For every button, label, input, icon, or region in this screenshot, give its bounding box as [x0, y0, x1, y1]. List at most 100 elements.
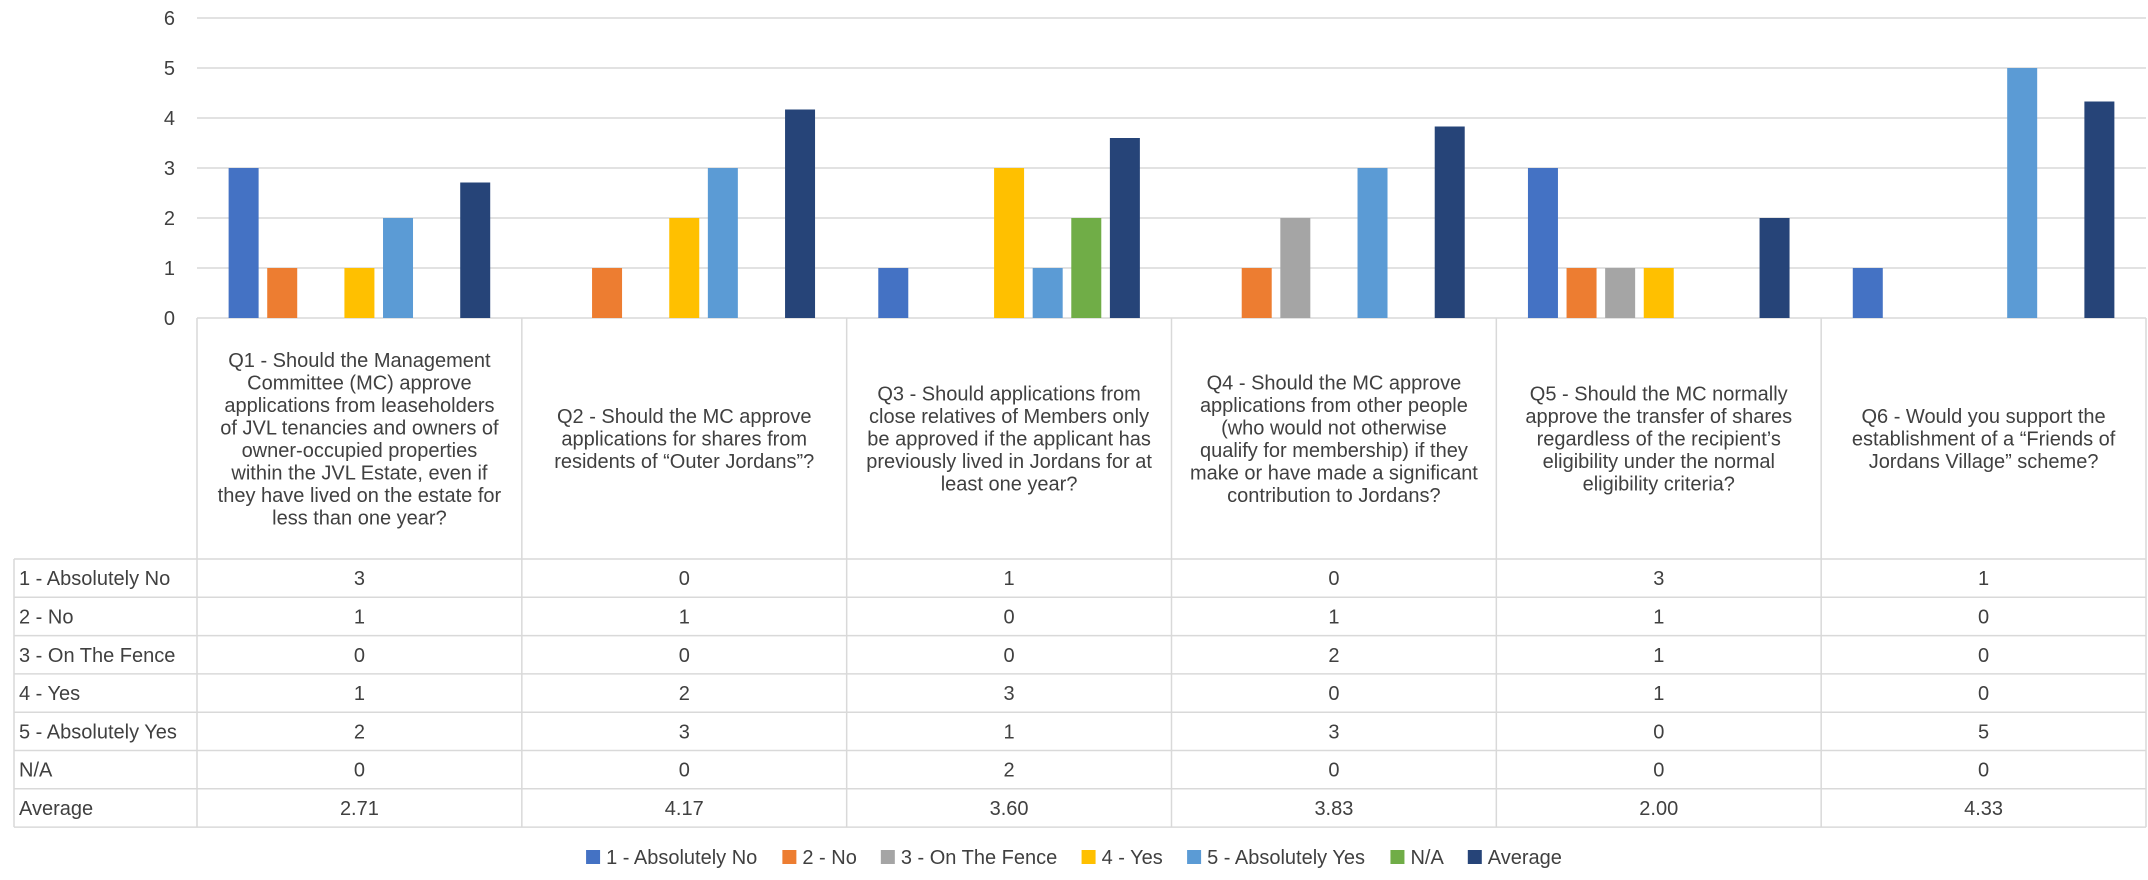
table-cell-value: 1: [1004, 568, 1015, 590]
y-tick-label: 1: [164, 258, 175, 280]
bar: [1643, 268, 1674, 318]
legend-swatch: [1467, 850, 1482, 864]
bar: [1852, 268, 1883, 318]
table-row-label: 1 - Absolutely No: [19, 568, 170, 590]
y-tick-label: 6: [164, 8, 175, 30]
bar: [592, 268, 623, 318]
category-label: Q1 - Should the Management Committee (MC)…: [218, 350, 502, 530]
bar: [669, 218, 700, 318]
table-cell-value: 0: [1978, 683, 1989, 705]
bar: [1241, 268, 1272, 318]
legend-label: 4 - Yes: [1102, 847, 1163, 869]
category-label: Q5 - Should the MC normally approve the t…: [1525, 384, 1792, 496]
y-tick-label: 2: [164, 208, 175, 230]
bar: [383, 218, 414, 318]
table-cell-value: 0: [354, 645, 365, 667]
legend-label: N/A: [1410, 847, 1444, 869]
table-cell-value: 1: [354, 683, 365, 705]
table-cell-value: 1: [679, 606, 690, 628]
table-cell-value: 0: [1978, 760, 1989, 782]
legend-label: 2 - No: [802, 847, 856, 869]
bar: [1605, 268, 1636, 318]
bar: [1280, 218, 1311, 318]
table-cell-value: 3: [679, 721, 690, 743]
table-cell-value: 3: [1653, 568, 1664, 590]
bar: [2007, 68, 2038, 318]
table-cell-value: 0: [1004, 645, 1015, 667]
table-cell-value: 3.83: [1314, 798, 1353, 820]
table-cell-value: 3: [354, 568, 365, 590]
bar: [1759, 218, 1790, 318]
table-cell-value: 2: [1004, 760, 1015, 782]
legend-swatch: [1187, 850, 1202, 864]
bar: [785, 109, 816, 318]
category-label: Q4 - Should the MC approve applications f…: [1190, 372, 1478, 507]
table-cell-value: 1: [1978, 568, 1989, 590]
y-tick-label: 0: [164, 308, 175, 330]
bar: [994, 168, 1025, 318]
bar: [707, 168, 738, 318]
bar: [1434, 126, 1465, 318]
legend-label: Average: [1488, 847, 1562, 869]
table-cell-value: 1: [1004, 721, 1015, 743]
table-cell-value: 0: [1653, 760, 1664, 782]
table-cell-value: 0: [679, 568, 690, 590]
category-label: Q6 - Would you support the establishment …: [1852, 406, 2116, 473]
table-cell-value: 1: [1328, 606, 1339, 628]
table-cell-value: 0: [1328, 760, 1339, 782]
y-tick-label: 4: [164, 108, 175, 130]
table-cell-value: 3: [1004, 683, 1015, 705]
legend: 1 - Absolutely No 2 - No 3 - On The Fence 4…: [586, 847, 1562, 869]
table-cell-value: 2: [354, 721, 365, 743]
data-table: Q1 - Should the Management Committee (MC)…: [13, 318, 2147, 828]
bar: [1357, 168, 1388, 318]
table-row-label: 5 - Absolutely Yes: [19, 721, 177, 743]
gridlines: [197, 17, 2146, 319]
table-cell-value: 2.00: [1639, 798, 1678, 820]
y-tick-label: 3: [164, 158, 175, 180]
legend-swatch: [782, 850, 797, 864]
table-cell-value: 0: [1978, 606, 1989, 628]
table-cell-value: 0: [679, 645, 690, 667]
bar: [1527, 168, 1558, 318]
table-cell-value: 0: [354, 760, 365, 782]
bar: [1071, 218, 1102, 318]
bar: [1566, 268, 1597, 318]
y-tick-label: 5: [164, 58, 175, 80]
legend-swatch: [586, 850, 601, 864]
table-cell-value: 0: [679, 760, 690, 782]
y-axis-ticks: 0 1 2 3 4 5 6: [164, 8, 175, 330]
bar: [1032, 268, 1063, 318]
table-row-label: 3 - On The Fence: [19, 645, 175, 667]
table-cell-value: 0: [1978, 645, 1989, 667]
table-cell-value: 0: [1328, 568, 1339, 590]
table-cell-value: 2.71: [340, 798, 379, 820]
table-row-label: Average: [19, 798, 93, 820]
table-cell-value: 3.60: [990, 798, 1029, 820]
table-row-label: N/A: [19, 760, 53, 782]
bar: [878, 268, 909, 318]
table-cell-value: 3: [1328, 721, 1339, 743]
legend-label: 5 - Absolutely Yes: [1207, 847, 1365, 869]
table-cell-value: 0: [1004, 606, 1015, 628]
legend-swatch: [1081, 850, 1096, 864]
table-cell-value: 0: [1328, 683, 1339, 705]
table-cell-value: 1: [1653, 645, 1664, 667]
bars: [228, 68, 2115, 318]
table-cell-value: 2: [1328, 645, 1339, 667]
bar: [228, 168, 259, 318]
bar: [344, 268, 375, 318]
table-row-label: 2 - No: [19, 606, 73, 628]
table-cell-value: 4.33: [1964, 798, 2003, 820]
table-cell-value: 1: [1653, 683, 1664, 705]
bar: [460, 182, 491, 318]
table-cell-value: 5: [1978, 721, 1989, 743]
table-cell-value: 4.17: [665, 798, 704, 820]
legend-swatch: [880, 850, 895, 864]
bar: [2084, 101, 2115, 318]
table-cell-value: 2: [679, 683, 690, 705]
table-cell-value: 1: [354, 606, 365, 628]
legend-label: 3 - On The Fence: [901, 847, 1057, 869]
